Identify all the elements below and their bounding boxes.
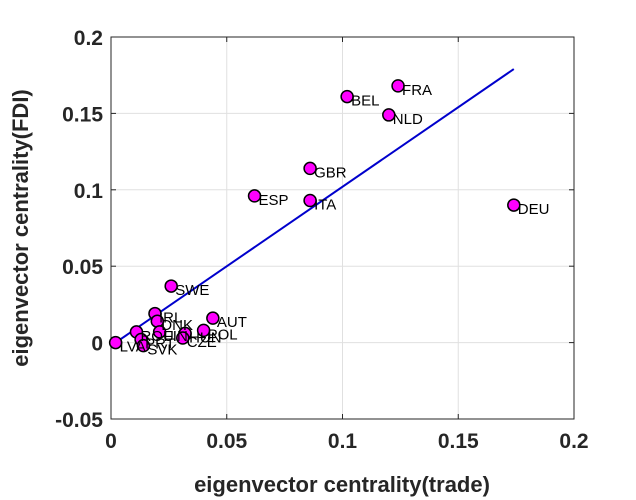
y-tick-label: 0.1 — [74, 180, 104, 203]
data-label-fin: FIN — [164, 328, 188, 345]
data-point-svk — [136, 338, 151, 353]
x-tick-label: 0.15 — [438, 430, 479, 453]
data-label-pol: POL — [208, 326, 238, 343]
data-point-esp — [247, 189, 262, 203]
y-tick-label: 0.15 — [62, 103, 103, 126]
x-tick-label: 0.2 — [559, 430, 588, 453]
y-axis-label: eigenvector centrality(FDI) — [8, 89, 33, 367]
data-point-gbr — [303, 161, 317, 176]
data-label-irl: IRL — [159, 310, 182, 327]
data-point-fra — [391, 79, 405, 93]
data-point-fin — [152, 325, 167, 339]
x-tick-label: 0.05 — [206, 430, 247, 453]
axis-ticks — [110, 36, 575, 420]
y-tick-label: 0.2 — [74, 27, 103, 50]
data-label-rou: ROU — [140, 328, 173, 345]
y-tick-label: 0.05 — [62, 256, 103, 279]
grid-lines — [111, 37, 574, 419]
x-tick-label: 0 — [105, 430, 117, 453]
data-label-dnk: DNK — [161, 317, 193, 334]
data-label-deu: DEU — [518, 201, 550, 218]
data-label-svk: SVK — [147, 342, 177, 359]
data-label-ita: ITA — [314, 196, 336, 213]
x-axis-label: eigenvector centrality(trade) — [194, 472, 490, 497]
data-point-pol — [196, 323, 211, 338]
data-point-swe — [164, 279, 178, 293]
x-tick-label: 0.1 — [328, 430, 358, 453]
data-label-swe: SWE — [175, 282, 209, 299]
data-label-bel: BEL — [351, 93, 379, 110]
data-point-lva — [108, 335, 123, 350]
data-point-cze — [176, 331, 190, 345]
data-label-aut: AUT — [217, 314, 247, 331]
fit-line — [115, 68, 515, 344]
data-label-fra: FRA — [402, 82, 432, 99]
data-point-ita — [303, 193, 317, 208]
data-label-gbr: GBR — [314, 164, 347, 181]
data-label-cze: CZE — [187, 334, 217, 351]
data-point-deu — [507, 198, 521, 212]
data-label-nld: NLD — [393, 111, 423, 128]
data-label-esp: ESP — [259, 192, 289, 209]
data-point-nld — [382, 108, 396, 122]
data-point-aut — [206, 311, 220, 325]
y-tick-label: 0 — [91, 333, 103, 356]
y-tick-label: -0.05 — [55, 409, 103, 432]
data-point-bel — [340, 89, 354, 104]
data-label-prt: PRT — [145, 336, 175, 353]
data-label-hun: HUN — [189, 329, 222, 346]
data-points — [108, 79, 521, 353]
data-label-lva: LVA — [120, 339, 146, 356]
